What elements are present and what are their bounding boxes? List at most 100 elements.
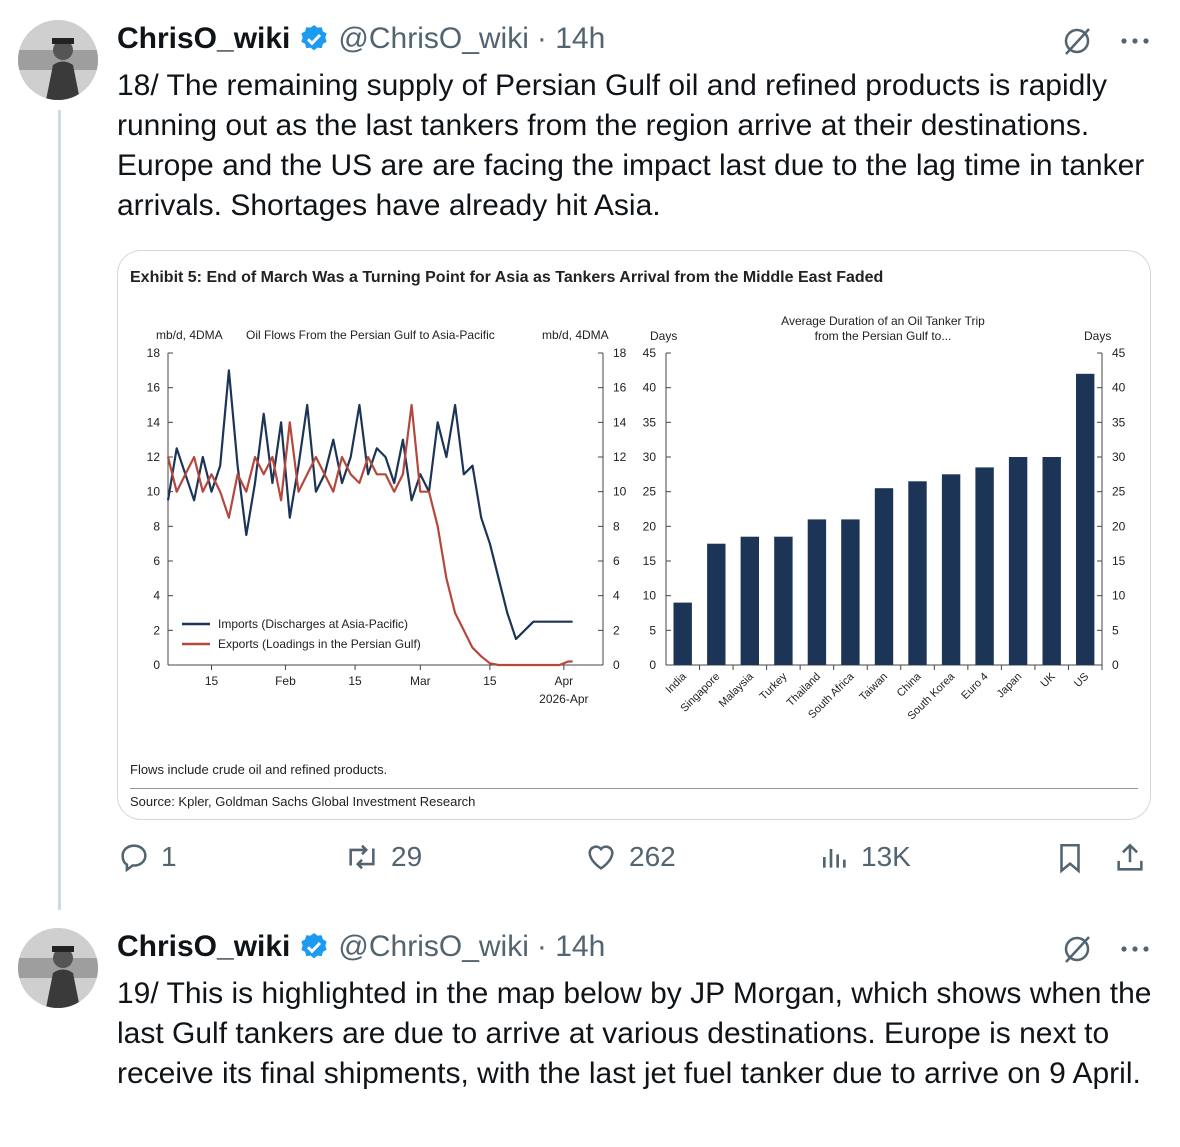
bar-malaysia — [740, 536, 759, 665]
bar-chart-left-tick-label: 0 — [649, 658, 656, 672]
line-chart-x-tick-label: 15 — [348, 674, 362, 688]
share-icon — [1117, 843, 1143, 871]
line-chart-right-tick-label: 18 — [613, 346, 627, 360]
line-chart-right-tick-label: 4 — [613, 589, 620, 603]
bar-chart-category-label: Taiwan — [857, 671, 890, 704]
display-name[interactable]: ChrisO_wiki — [117, 930, 291, 963]
bar-china — [908, 481, 927, 665]
like-button[interactable]: 262 — [583, 840, 676, 874]
views-chart-icon — [823, 849, 846, 868]
display-name[interactable]: ChrisO_wiki — [117, 22, 291, 55]
handle[interactable]: @ChrisO_wiki — [338, 22, 529, 55]
bar-chart-left-tick-label: 45 — [643, 346, 657, 360]
timestamp[interactable]: · 14h — [536, 930, 606, 963]
bar-chart-right-tick-label: 30 — [1112, 450, 1126, 464]
bar-chart-right-tick-label: 0 — [1112, 658, 1119, 672]
charts-svg: mb/d, 4DMA Oil Flows From the Persian Gul… — [147, 314, 1126, 722]
bar-chart-left-tick-label: 5 — [649, 623, 656, 637]
line-chart-x-tick-label: Mar — [410, 674, 431, 688]
repost-count: 29 — [391, 841, 423, 872]
line-chart-left-tick-label: 18 — [147, 346, 161, 360]
tweet-19[interactable]: ChrisO_wiki @ChrisO_wiki · 14h 19/ This … — [0, 908, 1180, 1147]
bar-india — [673, 602, 692, 665]
bar-chart-left-ylabel: Days — [650, 329, 677, 343]
bar-us — [1076, 373, 1095, 665]
bookmark-icon — [1060, 843, 1080, 874]
legend-label: Exports (Loadings in the Persian Gulf) — [218, 637, 421, 651]
bar-chart-left-tick-label: 30 — [643, 450, 657, 464]
views-button[interactable]: 13K — [819, 840, 911, 874]
chart-image-card[interactable]: Exhibit 5: End of March Was a Turning Po… — [117, 250, 1151, 820]
bar-chart-right-tick-label: 45 — [1112, 346, 1126, 360]
line-chart-left-ylabel: mb/d, 4DMA — [156, 328, 223, 342]
bar-uk — [1042, 457, 1061, 665]
line-series-exports — [166, 403, 573, 667]
line-chart-right-tick-label: 16 — [613, 381, 627, 395]
tweet-header: ChrisO_wiki @ChrisO_wiki · 14h — [117, 930, 605, 964]
bar-chart-left-tick-label: 35 — [643, 415, 657, 429]
repost-button[interactable]: 29 — [343, 840, 422, 874]
bar-south-africa — [841, 519, 860, 665]
line-chart-x-sublabel: 2026-Apr — [539, 692, 588, 706]
tweet-text: 19/ This is highlighted in the map below… — [117, 977, 1152, 1090]
line-chart-left-tick-label: 0 — [153, 658, 160, 672]
grok-icon[interactable] — [1060, 932, 1094, 966]
source-divider — [130, 788, 1138, 789]
exhibit-note: Flows include crude oil and refined prod… — [130, 762, 388, 777]
line-chart-x-tick-label: Apr — [555, 674, 574, 688]
tweet-header: ChrisO_wiki @ChrisO_wiki · 14h — [117, 22, 605, 56]
bar-chart-category-label: Euro 4 — [959, 671, 990, 702]
tweet-top-actions — [1060, 932, 1150, 966]
line-chart-right-tick-label: 2 — [613, 623, 620, 637]
avatar[interactable] — [18, 20, 98, 100]
reply-count: 1 — [161, 841, 177, 872]
bar-chart-right-tick-label: 10 — [1112, 589, 1126, 603]
line-chart-left-tick-label: 6 — [153, 554, 160, 568]
bookmark-button[interactable] — [1053, 840, 1087, 876]
line-chart-left-tick-label: 2 — [153, 623, 160, 637]
line-chart-right-tick-label: 14 — [613, 415, 627, 429]
line-chart-right-ylabel: mb/d, 4DMA — [542, 328, 609, 342]
bar-chart-category-label: Japan — [995, 671, 1025, 701]
bar-japan — [1008, 457, 1028, 665]
timestamp[interactable]: · 14h — [536, 22, 606, 55]
share-button[interactable] — [1113, 840, 1147, 876]
bar-chart-left-tick-label: 40 — [643, 381, 657, 395]
repost-icon — [349, 844, 375, 870]
bar-turkey — [774, 536, 793, 665]
bar-chart-right-tick-label: 25 — [1112, 485, 1126, 499]
bar-chart-left-tick-label: 20 — [643, 519, 657, 533]
bar-chart-category-label: Turkey — [758, 670, 790, 702]
bar-chart-category-label: Malaysia — [717, 670, 757, 710]
line-chart-left-tick-label: 16 — [147, 381, 161, 395]
handle[interactable]: @ChrisO_wiki — [338, 930, 529, 963]
bar-chart-category-label: UK — [1039, 670, 1059, 690]
bar-chart-right-tick-label: 20 — [1112, 519, 1126, 533]
bar-south-korea — [941, 474, 961, 665]
bar-chart-category-label: India — [664, 670, 690, 696]
line-chart-left-tick-label: 10 — [147, 485, 161, 499]
reply-button[interactable]: 1 — [117, 840, 177, 874]
more-options-icon[interactable] — [1120, 944, 1150, 954]
legend-label: Imports (Discharges at Asia-Pacific) — [218, 617, 408, 631]
verified-badge-icon — [301, 933, 328, 959]
line-chart-left-tick-label: 14 — [147, 415, 161, 429]
bar-chart-title-line2: from the Persian Gulf to... — [815, 329, 952, 343]
grok-icon[interactable] — [1060, 24, 1094, 58]
line-chart-title: Oil Flows From the Persian Gulf to Asia-… — [246, 328, 495, 342]
bar-chart-right-tick-label: 15 — [1112, 554, 1126, 568]
line-chart-right-tick-label: 12 — [613, 450, 627, 464]
line-chart-x-tick-label: 15 — [205, 674, 219, 688]
exhibit-title: Exhibit 5: End of March Was a Turning Po… — [130, 269, 884, 286]
tweet-actions: 1 29 262 13K — [117, 840, 1157, 890]
line-chart-right-tick-label: 6 — [613, 554, 620, 568]
bar-thailand — [807, 519, 827, 665]
avatar[interactable] — [18, 928, 98, 1008]
exhibit-source: Source: Kpler, Goldman Sachs Global Inve… — [130, 794, 476, 809]
bar-chart-right-ylabel: Days — [1084, 329, 1111, 343]
tweet-18[interactable]: ChrisO_wiki @ChrisO_wiki · 14h 18/ The r… — [0, 0, 1180, 900]
bar-chart-right-tick-label: 40 — [1112, 381, 1126, 395]
tweet-text: 18/ The remaining supply of Persian Gulf… — [117, 69, 1145, 222]
heart-icon — [588, 845, 614, 870]
more-options-icon[interactable] — [1120, 36, 1150, 46]
